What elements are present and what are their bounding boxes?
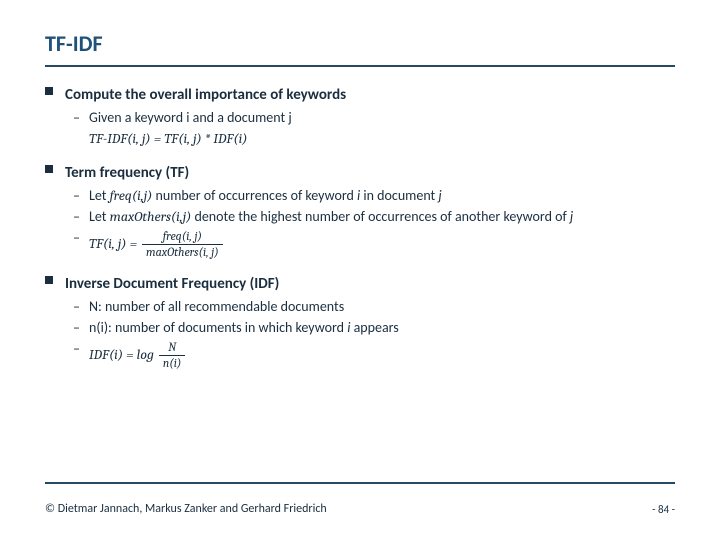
fraction-num: freq(i, j) (142, 229, 223, 245)
section-3-item-1: N: number of all recommendable documents (73, 298, 675, 317)
formula-text: TF-IDF(i, j) = TF(i, j) * IDF(i) (89, 130, 247, 147)
section-3-item-2: n(i): number of documents in which keywo… (73, 319, 675, 338)
square-bullet-icon (45, 87, 53, 95)
section-1-heading: Compute the overall importance of keywor… (45, 85, 675, 105)
fraction: N n(i) (159, 340, 185, 371)
footer-rule (45, 482, 675, 484)
fraction-den: maxOthers(i, j) (142, 245, 223, 260)
section-2: Term frequency (TF) Let freq(i,j) number… (45, 163, 675, 260)
section-2-heading: Term frequency (TF) (45, 163, 675, 183)
section-1-item-1: Given a keyword i and a document j (73, 109, 675, 128)
item-prefix: Let (89, 208, 110, 225)
formula-lhs: IDF(i) = log (89, 346, 154, 365)
item-ital: maxOthers(i,j) (110, 208, 192, 225)
section-2-item-2: Let maxOthers(i,j) denote the highest nu… (73, 208, 675, 227)
footer: © Dietmar Jannach, Markus Zanker and Ger… (45, 502, 675, 516)
square-bullet-icon (45, 276, 53, 284)
item-prefix: Let (89, 187, 110, 204)
slide-body: Compute the overall importance of keywor… (45, 85, 675, 371)
square-bullet-icon (45, 165, 53, 173)
section-1-formula: TF-IDF(i, j) = TF(i, j) * IDF(i) (89, 130, 675, 149)
fraction-num: N (159, 340, 185, 356)
section-3-formula: IDF(i) = log N n(i) (73, 340, 675, 371)
section-2-formula: TF(i, j) = freq(i, j) maxOthers(i, j) (73, 229, 675, 260)
item-suffix: number of occurrences of keyword (152, 187, 357, 204)
heading-text: Inverse Document Frequency (IDF) (65, 275, 279, 293)
item-ital3: j (438, 187, 441, 204)
page-number: - 84 - (652, 503, 675, 516)
item-suffix2: in document (360, 187, 438, 204)
copyright-text: © Dietmar Jannach, Markus Zanker and Ger… (45, 502, 327, 516)
fraction: freq(i, j) maxOthers(i, j) (142, 229, 223, 260)
formula-lhs: TF(i, j) = (89, 235, 137, 254)
section-2-item-1: Let freq(i,j) number of occurrences of k… (73, 187, 675, 206)
heading-text: Term frequency (TF) (65, 164, 189, 182)
formula-content: TF(i, j) = freq(i, j) maxOthers(i, j) (89, 229, 226, 260)
item-ital2: j (570, 208, 573, 225)
item-suffix: appears (350, 319, 398, 336)
section-3: Inverse Document Frequency (IDF) N: numb… (45, 274, 675, 371)
section-3-heading: Inverse Document Frequency (IDF) (45, 274, 675, 294)
item-ital: freq(i,j) (110, 187, 153, 204)
fraction-den: n(i) (159, 356, 185, 371)
slide: TF-IDF Compute the overall importance of… (0, 0, 720, 540)
item-prefix: n(i): number of documents in which keywo… (89, 319, 347, 336)
formula-content: IDF(i) = log N n(i) (89, 340, 188, 371)
section-1: Compute the overall importance of keywor… (45, 85, 675, 149)
item-text: Given a keyword i and a document j (89, 109, 292, 126)
heading-text: Compute the overall importance of keywor… (65, 86, 346, 104)
slide-title: TF-IDF (45, 30, 675, 57)
item-suffix: denote the highest number of occurrences… (191, 208, 570, 225)
title-rule (45, 65, 675, 67)
item-text: N: number of all recommendable documents (89, 298, 344, 315)
